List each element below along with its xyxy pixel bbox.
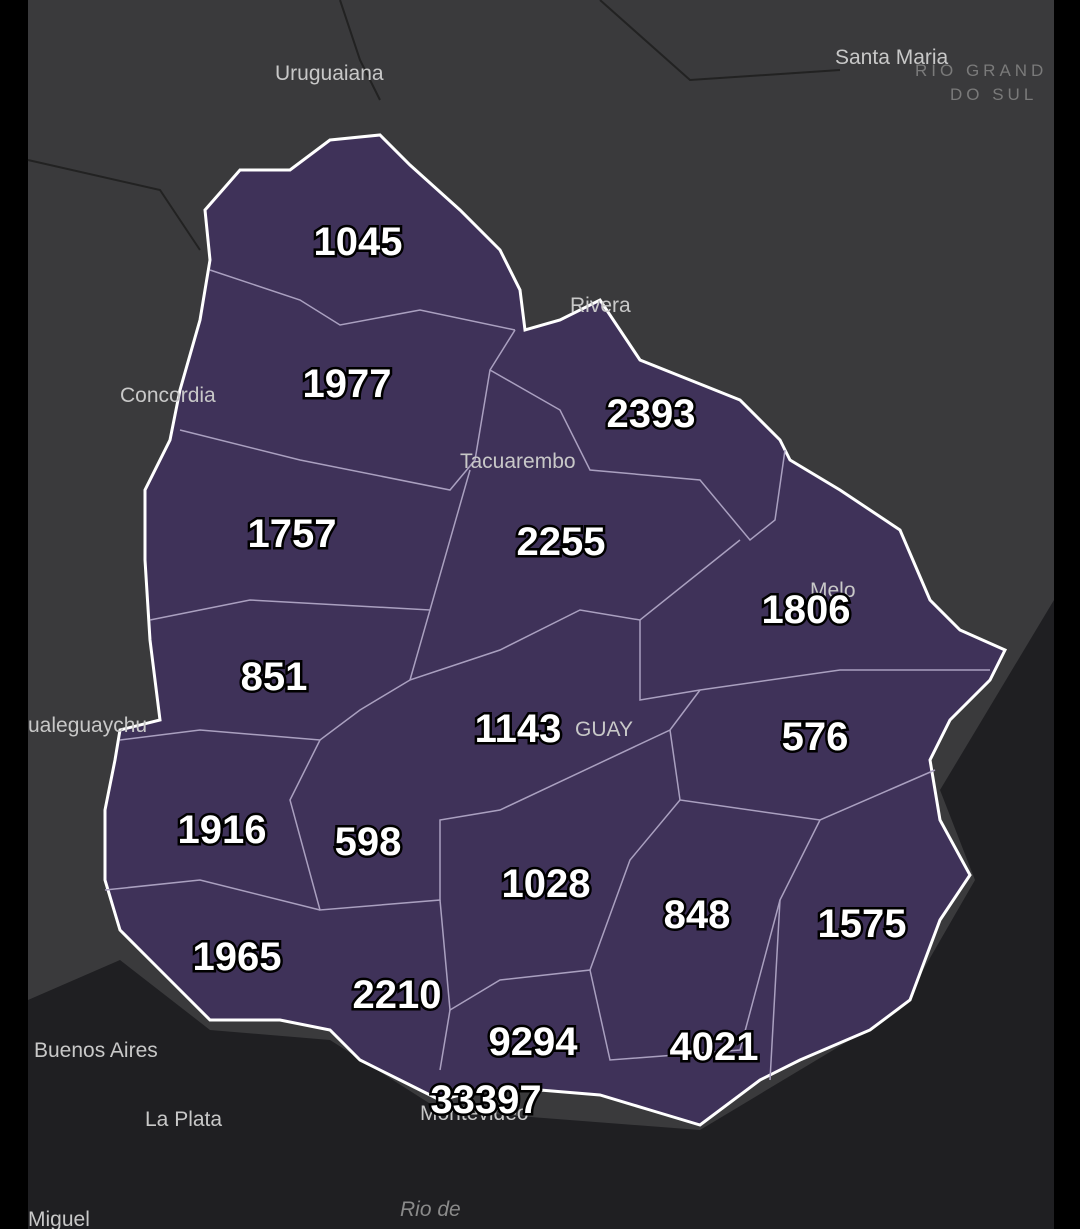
department-value: 1575 [818,902,907,946]
department-value: 1028 [502,862,591,906]
department-borders [104,269,990,1081]
department-value: 1757 [248,512,337,556]
department-value: 33397 [430,1078,541,1122]
department-value: 598 [335,820,402,864]
department-value: 1806 [762,588,851,632]
place-label: Tacuarembo [460,450,576,473]
department-value: 2210 [353,973,442,1017]
place-label: Concordia [120,384,216,407]
place-label: Rivera [570,294,631,317]
department-value: 4021 [670,1025,759,1069]
place-label: Montevideo [420,1102,529,1125]
country [103,133,1008,1127]
place-label: Miguel [28,1208,90,1229]
department-value: 1143 [475,707,562,751]
place-label: Santa Maria [835,46,949,69]
department-value: 2255 [517,520,606,564]
department-value: 851 [241,655,308,699]
department-value: 2393 [607,392,696,436]
department-value: 1045 [314,220,403,264]
place-label: RIO GRAND [915,61,1047,80]
department-value: 1965 [193,935,282,979]
place-label: Uruguaiana [275,62,384,85]
department-value: 848 [664,893,731,937]
place-label: GUAY [575,718,633,741]
place-label: DO SUL [950,85,1037,104]
department-value: 1977 [303,362,392,406]
water [28,600,1054,1229]
department-value: 9294 [489,1020,579,1064]
place-label: ualeguaychu [28,714,147,737]
department-value: 1916 [178,808,267,852]
department-value: 576 [782,715,849,759]
place-label: Rio de [400,1198,461,1221]
place-label: Buenos Aires [34,1039,158,1062]
place-label: La Plata [145,1108,222,1131]
place-label: Melo [810,579,856,602]
borders [27,0,841,251]
